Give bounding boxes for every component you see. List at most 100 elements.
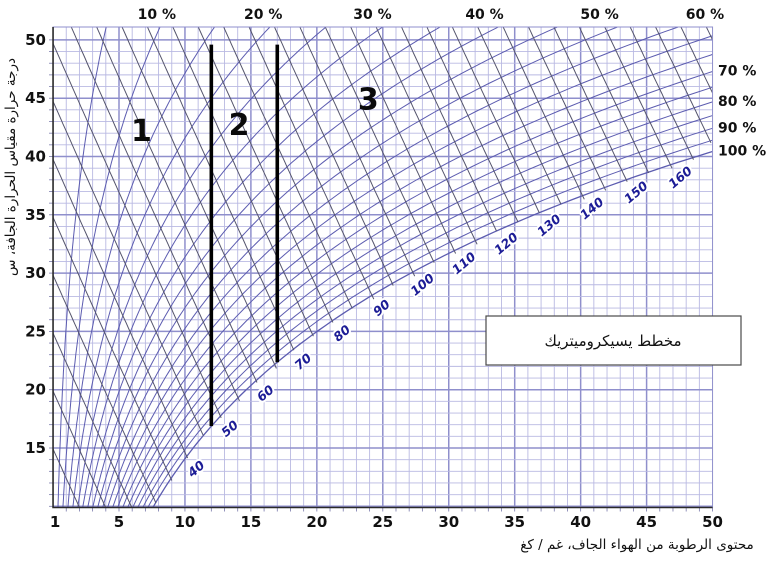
enthalpy-line-55 <box>70 27 240 402</box>
enthalpy-line-150 <box>553 27 628 182</box>
rh-labels: 10 % 20 % 30 % 40 % 50 % 60 % 70 % 80 % 90 % 100 … <box>138 7 766 159</box>
enthalpy-lines <box>53 27 713 508</box>
enthalpy-line-165 <box>629 27 694 160</box>
enthalpy-line-170 <box>655 27 712 144</box>
x-axis-title: محتوى الرطوبة من الهواء الجاف، غم / كغ <box>520 537 754 553</box>
rh-curve-60 <box>112 35 713 508</box>
rh-curve-45 <box>97 27 558 508</box>
enthalpy-line-45 <box>53 101 204 436</box>
enthalpy-line-180 <box>705 27 713 40</box>
rh-curve-80 <box>132 101 713 508</box>
enthalpy-line-70 <box>147 27 295 351</box>
enthalpy-label-70: 70 <box>291 350 314 373</box>
x-tick-10: 10 <box>175 513 196 531</box>
rh-curve-30 <box>82 27 383 508</box>
rh-curve-90 <box>142 127 713 508</box>
x-tick-50: 50 <box>702 513 723 531</box>
rh-curve-50 <box>102 27 618 508</box>
enthalpy-label-90: 90 <box>370 296 393 319</box>
y-tick-40: 40 <box>25 148 46 166</box>
zone-label-1: 1 <box>131 114 152 149</box>
enthalpy-line-40 <box>53 159 189 459</box>
zone-boundaries <box>209 44 280 427</box>
chart-overlay: مخطط يسيكروميتريك محتوى الرطوبة من الهوا… <box>3 58 754 553</box>
rh-curve-75 <box>127 86 713 508</box>
x-tick-1: 1 <box>50 513 60 531</box>
rh-label-right-70: 70 % <box>718 64 756 80</box>
rh-label-top-60: 60 % <box>686 7 724 23</box>
enthalpy-line-110 <box>350 27 457 254</box>
enthalpy-line-25 <box>53 332 133 508</box>
chart-title: مخطط يسيكروميتريك <box>544 332 681 350</box>
rh-label-top-50: 50 % <box>580 7 618 23</box>
rh-curve-25 <box>77 27 327 508</box>
enthalpy-line-75 <box>172 27 314 337</box>
enthalpy-line-90 <box>248 27 375 300</box>
rh-curve-10 <box>62 27 161 508</box>
enthalpy-line-115 <box>375 27 478 245</box>
enthalpy-label-80: 80 <box>330 322 353 345</box>
y-tick-30: 30 <box>25 264 46 282</box>
rh-curve-40 <box>92 27 499 508</box>
enthalpy-line-85 <box>223 27 353 309</box>
rh-curve-5 <box>57 27 107 508</box>
enthalpy-line-130 <box>451 27 540 214</box>
plot-border <box>52 26 714 509</box>
x-tick-45: 45 <box>636 513 657 531</box>
chart-title-box <box>485 315 742 366</box>
enthalpy-line-125 <box>426 27 519 223</box>
zone-label-3: 3 <box>358 82 379 117</box>
enthalpy-line-20 <box>53 390 107 508</box>
rh-curve-70 <box>122 71 713 508</box>
x-tick-40: 40 <box>570 513 591 531</box>
enthalpy-label-40: 40 <box>184 457 208 481</box>
rh-label-top-30: 30 % <box>353 7 391 23</box>
enthalpy-line-105 <box>324 27 435 263</box>
rh-curve-65 <box>117 53 713 508</box>
x-tick-15: 15 <box>240 513 261 531</box>
enthalpy-line-50 <box>53 43 222 419</box>
zone-labels: 1 2 3 <box>131 82 379 148</box>
enthalpy-line-80 <box>197 27 334 323</box>
enthalpy-line-100 <box>299 27 416 277</box>
y-tick-45: 45 <box>25 89 46 107</box>
rh-curve-15 <box>67 27 215 508</box>
zone-label-2: 2 <box>229 108 250 143</box>
x-tick-20: 20 <box>306 513 327 531</box>
enthalpy-line-140 <box>502 27 585 200</box>
enthalpy-line-65 <box>121 27 277 369</box>
enthalpy-label-160: 160 <box>665 163 695 191</box>
x-tick-5: 5 <box>114 513 124 531</box>
y-axis-title: درجة حرارة مقياس الحرارة الجافة، س <box>3 58 19 276</box>
rh-label-right-90: 90 % <box>718 120 756 136</box>
enthalpy-line-145 <box>528 27 607 191</box>
rh-curve-55 <box>107 27 679 508</box>
enthalpy-label-120: 120 <box>491 229 521 257</box>
enthalpy-line-60 <box>96 27 258 383</box>
enthalpy-line-160 <box>604 27 673 169</box>
rh-curve-20 <box>72 27 271 508</box>
enthalpy-line-35 <box>53 216 173 481</box>
enthalpy-line-120 <box>401 27 497 232</box>
y-tick-25: 25 <box>25 322 46 340</box>
x-tick-35: 35 <box>504 513 525 531</box>
x-tick-25: 25 <box>372 513 393 531</box>
enthalpy-line-175 <box>680 27 713 94</box>
enthalpy-line-15 <box>53 448 80 508</box>
enthalpy-line-155 <box>578 27 650 174</box>
rh-label-right-80: 80 % <box>718 94 756 110</box>
rh-label-top-20: 20 % <box>244 7 282 23</box>
rh-label-top-10: 10 % <box>138 7 176 23</box>
rh-curve-95 <box>147 139 713 508</box>
y-tick-15: 15 <box>25 439 46 457</box>
y-tick-35: 35 <box>25 206 46 224</box>
rh-curve-100 <box>152 150 713 508</box>
enthalpy-line-135 <box>477 27 562 205</box>
x-tick-30: 30 <box>438 513 459 531</box>
y-tick-50: 50 <box>25 31 46 49</box>
enthalpy-line-95 <box>274 27 394 286</box>
